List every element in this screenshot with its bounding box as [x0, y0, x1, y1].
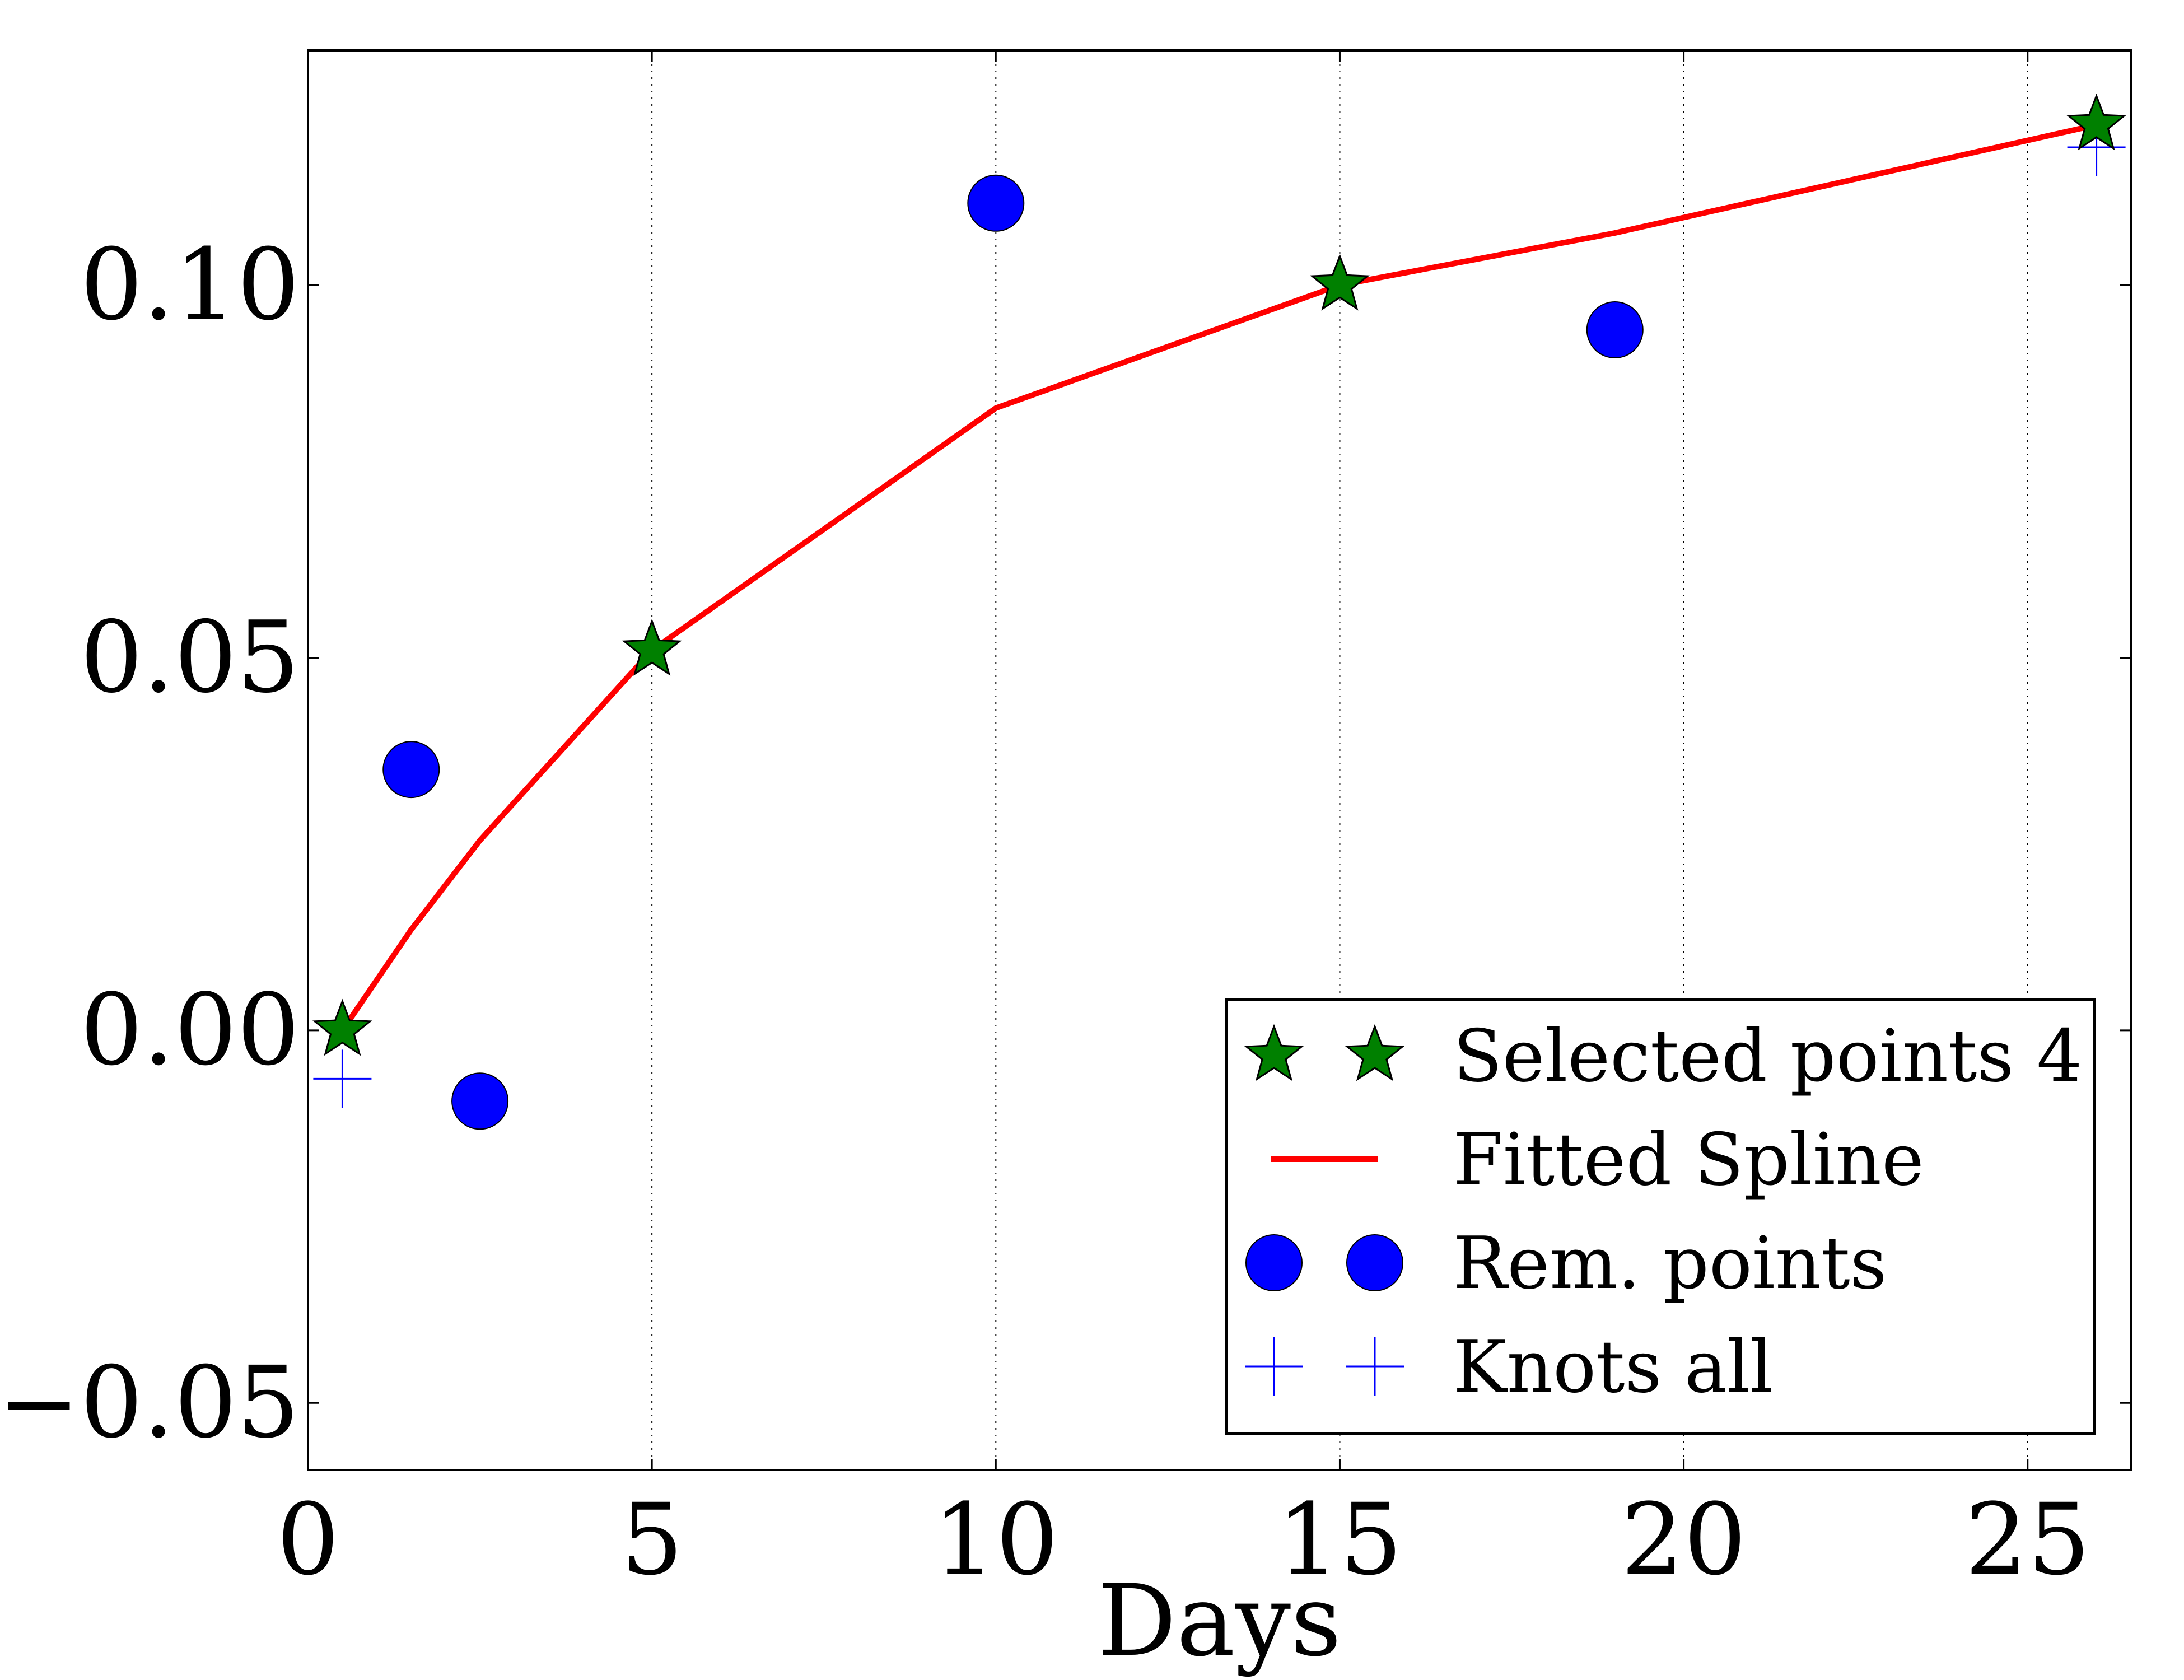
x-tick-label: 25	[1965, 1482, 2090, 1597]
legend-star-marker	[1244, 1024, 1304, 1081]
selected-point	[622, 618, 682, 676]
fitted-spline-line	[340, 122, 2097, 1032]
legend-entry: Rem. points	[1245, 1222, 1887, 1305]
legend-entry: Knots all	[1245, 1326, 1773, 1409]
x-tick-label: 0	[277, 1482, 339, 1597]
legend-circle-marker	[1346, 1234, 1403, 1291]
legend-plus-marker	[1245, 1337, 1303, 1396]
legend-label: Knots all	[1453, 1326, 1773, 1409]
x-tick-label: 15	[1277, 1482, 1402, 1597]
legend-label: Fitted Spline	[1453, 1118, 1924, 1202]
remaining-point	[967, 174, 1025, 232]
x-tick-label: 20	[1621, 1482, 1747, 1597]
axis-ticks: 0 5 10 15 20 25 −0.05 0.00 0.05 0.10	[0, 50, 2131, 1597]
knot-marker	[313, 1049, 372, 1108]
remaining-point	[382, 741, 440, 799]
y-tick-label: 0.05	[80, 600, 300, 715]
remaining-point	[451, 1072, 509, 1130]
legend-star-marker	[1345, 1024, 1405, 1081]
plot-frame	[307, 49, 2132, 1471]
legend-label: Rem. points	[1453, 1222, 1887, 1305]
selected-point	[2066, 93, 2127, 151]
x-tick-label: 5	[620, 1482, 683, 1597]
y-tick-label: −0.05	[0, 1345, 300, 1460]
y-tick-label: 0.10	[80, 227, 300, 342]
y-tick-label: 0.00	[80, 973, 300, 1088]
legend-entry: Fitted Spline	[1271, 1118, 1924, 1202]
remaining-point	[1586, 301, 1644, 359]
legend-entry: Selected points 4	[1244, 1015, 2082, 1098]
selected-point	[312, 998, 372, 1056]
legend-box	[1225, 998, 2096, 1435]
plot-area	[312, 93, 2127, 1130]
x-axis-label: Days	[1098, 1564, 1342, 1678]
x-tick-label: 10	[933, 1482, 1058, 1597]
legend-label: Selected points 4	[1453, 1015, 2082, 1098]
legend-circle-marker	[1245, 1234, 1303, 1291]
selected-point	[1309, 253, 1370, 311]
legend: Selected points 4 Fitted Spline Rem. point…	[1225, 998, 2096, 1435]
legend-plus-marker	[1346, 1337, 1404, 1396]
